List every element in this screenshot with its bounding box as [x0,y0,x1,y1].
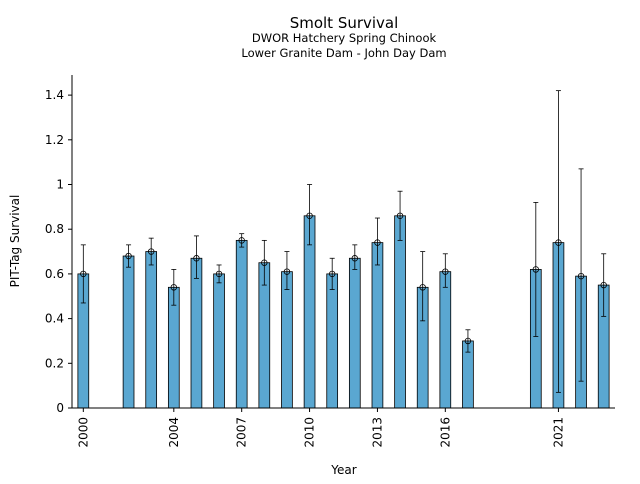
point-2012 [351,255,359,262]
y-axis: 0 0.2 0.4 0.6 0.8 1 1.2 1.4 [45,75,73,415]
bar-2009 [281,271,293,409]
point-2020 [532,266,540,273]
point-2008 [261,259,268,266]
point-2004 [170,284,178,291]
bar-group-2013 [371,217,384,409]
point-2002 [125,252,132,260]
y-tick-label-4: 0.8 [45,222,64,236]
bar-2005 [190,257,203,409]
y-axis-label: PIT-Tag Survival [8,195,22,288]
point-2007 [238,237,245,244]
y-tick-label-7: 1.4 [45,88,64,102]
bar-group-2000 [77,244,90,409]
point-2013 [374,239,381,246]
bar-group-2007 [235,233,248,409]
x-tick-label-2021: 2021 [551,417,565,448]
bar-2012 [348,257,361,409]
bar-2003 [145,251,158,409]
point-2011 [328,270,336,278]
bar-group-2014 [394,190,406,409]
bar-group-2002 [122,244,135,409]
bar-group-2021 [552,90,565,409]
point-2016 [442,268,449,275]
bar-2013 [371,242,384,409]
y-tick-label-5: 1 [56,178,64,192]
x-axis: 2000 2004 2007 2010 2013 2016 2021 [72,407,615,448]
x-tick-label-2013: 2013 [370,417,384,448]
x-tick-label-2010: 2010 [303,417,317,448]
bar-group-2017 [462,329,474,409]
bar-group-2022 [575,168,587,409]
bar-group-2003 [145,237,158,409]
chart-subtitle: DWOR Hatchery Spring Chinook [252,31,437,45]
bar-group-2020 [529,201,542,409]
x-tick-label-2016: 2016 [438,417,452,448]
bar-2006 [213,273,225,409]
x-tick-label-2004: 2004 [167,417,181,448]
point-2015 [419,284,426,291]
point-2017 [464,337,472,345]
bar-group-2010 [303,184,316,409]
bar-group-2005 [190,235,203,409]
bar-2002 [122,255,135,409]
y-tick-label-1: 0.2 [45,356,64,370]
bar-group-2012 [348,244,361,409]
y-tick-label-0: 0 [56,401,64,415]
bar-group-2023 [597,253,610,409]
point-2023 [600,281,607,289]
point-2009 [283,268,291,275]
bar-2011 [326,273,339,409]
plot-area [77,90,610,409]
y-tick-label-2: 0.4 [45,312,64,326]
x-tick-label-2000: 2000 [76,417,90,448]
point-2022 [577,272,585,280]
bar-2007 [235,239,248,409]
point-2000 [80,270,87,278]
chart-subtitle-2: Lower Granite Dam - John Day Dam [241,46,446,60]
bar-group-2008 [258,239,271,409]
point-2021 [555,239,562,246]
y-tick-label-6: 1.2 [45,133,64,147]
y-tick-label-3: 0.6 [45,267,64,281]
bar-group-2016 [439,253,452,409]
x-tick-label-2007: 2007 [235,417,249,448]
bar-group-2015 [416,251,429,409]
bar-2014 [394,215,406,409]
point-2005 [193,255,200,262]
bar-group-2011 [326,257,339,409]
point-2010 [306,212,313,219]
bar-group-2004 [167,269,180,409]
point-2006 [215,270,223,278]
bar-group-2009 [281,251,293,409]
point-2003 [147,248,155,255]
chart-title: Smolt Survival [290,14,399,32]
x-axis-label: Year [330,463,356,477]
bar-2016 [439,271,452,409]
point-2014 [396,212,404,219]
bar-group-2006 [213,264,225,409]
